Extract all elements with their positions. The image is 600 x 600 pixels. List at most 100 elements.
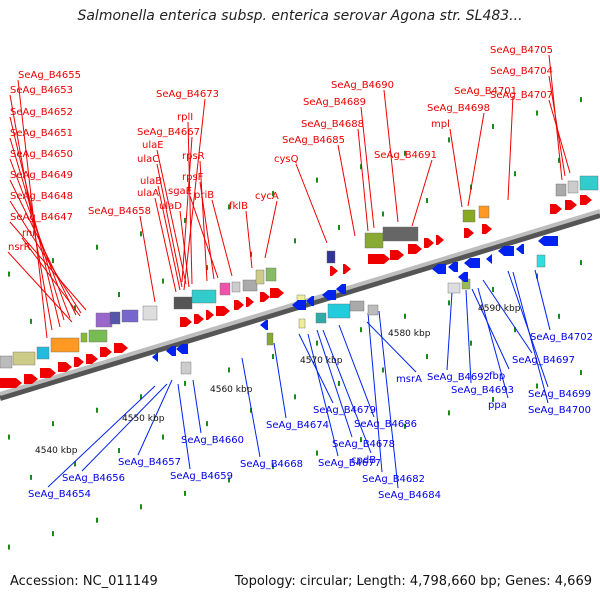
forward-gene-arrow[interactable] [114, 343, 128, 353]
gene-block[interactable] [315, 312, 327, 324]
gene-block[interactable] [121, 309, 139, 323]
forward-gene-arrow[interactable] [550, 204, 562, 214]
gene-label[interactable]: SeAg_B4684 [378, 490, 441, 501]
gene-label[interactable]: SeAg_B4698 [427, 103, 490, 114]
gene-block[interactable] [478, 205, 490, 219]
forward-gene-arrow[interactable] [100, 347, 112, 357]
gene-label[interactable]: SeAg_B4652 [10, 107, 73, 118]
gene-label[interactable]: ulaD [159, 201, 182, 212]
gene-label[interactable]: rpsF [182, 172, 204, 183]
gene-label[interactable]: ulaC [137, 154, 159, 165]
gene-label[interactable]: SeAg_B4677 [318, 458, 381, 469]
gene-label[interactable]: SeAg_B4653 [10, 85, 73, 96]
gene-block[interactable] [242, 279, 258, 292]
gene-label[interactable]: SeAg_B4690 [331, 80, 394, 91]
reverse-gene-arrow[interactable] [176, 344, 188, 354]
forward-gene-arrow[interactable] [368, 254, 390, 264]
forward-gene-arrow[interactable] [246, 297, 254, 307]
gene-label[interactable]: SeAg_B4659 [170, 471, 233, 482]
reverse-gene-arrow[interactable] [322, 290, 336, 300]
forward-gene-arrow[interactable] [565, 200, 577, 210]
forward-gene-arrow[interactable] [436, 235, 444, 245]
gene-label[interactable]: SeAg_B4693 [451, 385, 514, 396]
forward-gene-arrow[interactable] [464, 228, 474, 238]
gene-block[interactable] [173, 296, 193, 310]
gene-block[interactable] [555, 183, 567, 197]
gene-block[interactable] [462, 209, 476, 223]
forward-gene-arrow[interactable] [40, 368, 56, 378]
forward-gene-arrow[interactable] [482, 224, 492, 234]
gene-block[interactable] [95, 312, 113, 328]
gene-label[interactable]: SeAg_B4667 [137, 127, 200, 138]
forward-gene-arrow[interactable] [330, 266, 338, 276]
gene-label[interactable]: priB [194, 190, 214, 201]
forward-gene-arrow[interactable] [424, 238, 434, 248]
reverse-gene-arrow[interactable] [166, 346, 176, 356]
forward-gene-arrow[interactable] [408, 244, 422, 254]
gene-block[interactable] [447, 282, 461, 294]
gene-label[interactable]: SeAg_B4678 [332, 439, 395, 450]
gene-label[interactable]: SeAg_B4707 [490, 90, 553, 101]
gene-block[interactable] [364, 232, 384, 249]
forward-gene-arrow[interactable] [194, 314, 204, 324]
gene-label[interactable]: SeAg_B4679 [313, 405, 376, 416]
gene-label[interactable]: SeAg_B4649 [10, 170, 73, 181]
reverse-gene-arrow[interactable] [336, 284, 346, 294]
reverse-gene-arrow[interactable] [464, 258, 480, 268]
gene-label[interactable]: fklB [229, 201, 248, 212]
gene-label[interactable]: SeAg_B4685 [282, 135, 345, 146]
gene-label[interactable]: SeAg_B4647 [10, 212, 73, 223]
gene-label[interactable]: SeAg_B4700 [528, 405, 591, 416]
gene-block[interactable] [36, 346, 50, 360]
reverse-gene-arrow[interactable] [448, 262, 458, 272]
gene-label[interactable]: SeAg_B4668 [240, 459, 303, 470]
gene-block[interactable] [327, 303, 351, 319]
gene-label[interactable]: nsrR [8, 242, 31, 253]
forward-gene-arrow[interactable] [216, 306, 230, 316]
gene-label[interactable]: msrA [396, 374, 422, 385]
reverse-gene-arrow[interactable] [498, 246, 514, 256]
reverse-gene-arrow[interactable] [260, 320, 268, 330]
gene-block[interactable] [326, 250, 336, 264]
gene-label[interactable]: SeAg_B4655 [18, 70, 81, 81]
reverse-gene-arrow[interactable] [486, 254, 492, 264]
gene-label[interactable]: SeAg_B4673 [156, 89, 219, 100]
forward-gene-arrow[interactable] [234, 300, 244, 310]
gene-label[interactable]: SeAg_B4702 [530, 332, 593, 343]
gene-label[interactable]: SeAg_B4654 [28, 489, 91, 500]
gene-label[interactable]: ulaA [137, 188, 159, 199]
forward-gene-arrow[interactable] [580, 195, 592, 205]
gene-label[interactable]: ulaB [140, 176, 162, 187]
gene-label[interactable]: SeAg_B4705 [490, 45, 553, 56]
reverse-gene-arrow[interactable] [306, 296, 314, 306]
gene-label[interactable]: SeAg_B4691 [374, 150, 437, 161]
gene-label[interactable]: SeAg_B4692 [427, 372, 490, 383]
gene-block[interactable] [80, 332, 88, 343]
gene-block[interactable] [298, 318, 306, 329]
gene-block[interactable] [88, 329, 108, 343]
gene-label[interactable]: SeAg_B4650 [10, 149, 73, 160]
gene-label[interactable]: cpdB [351, 455, 376, 466]
gene-block[interactable] [12, 351, 36, 366]
forward-gene-arrow[interactable] [0, 378, 22, 388]
gene-label[interactable]: mpl [431, 119, 450, 130]
forward-gene-arrow[interactable] [206, 310, 214, 320]
gene-label[interactable]: SeAg_B4689 [303, 97, 366, 108]
gene-label[interactable]: SeAg_B4699 [528, 389, 591, 400]
gene-label[interactable]: SeAg_B4688 [301, 119, 364, 130]
gene-label[interactable]: rnr [22, 228, 37, 239]
gene-label[interactable]: sgaE [168, 186, 192, 197]
forward-gene-arrow[interactable] [260, 292, 270, 302]
reverse-gene-arrow[interactable] [538, 236, 558, 246]
gene-label[interactable]: fbp [489, 371, 505, 382]
gene-label[interactable]: SeAg_B4651 [10, 128, 73, 139]
gene-block[interactable] [50, 337, 80, 353]
reverse-gene-arrow[interactable] [516, 244, 524, 254]
forward-gene-arrow[interactable] [343, 264, 351, 274]
gene-label[interactable]: SeAg_B4701 [454, 86, 517, 97]
gene-label[interactable]: SeAg_B4704 [490, 66, 553, 77]
gene-label[interactable]: SeAg_B4674 [266, 420, 329, 431]
gene-block[interactable] [579, 175, 599, 191]
gene-label[interactable]: SeAg_B4682 [362, 474, 425, 485]
forward-gene-arrow[interactable] [24, 374, 38, 384]
